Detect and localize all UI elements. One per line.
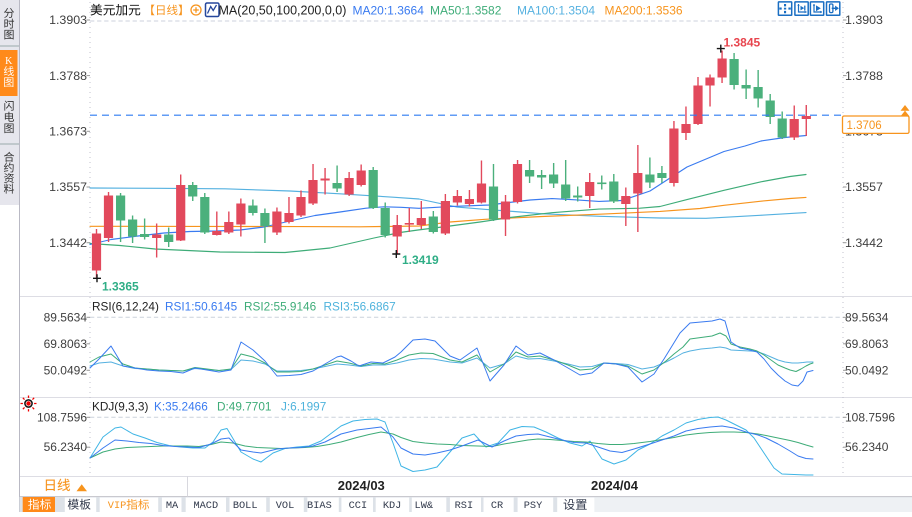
svg-text:50.0492: 50.0492 xyxy=(845,363,889,377)
svg-text:89.5634: 89.5634 xyxy=(44,310,88,324)
svg-text:CCI: CCI xyxy=(349,500,368,512)
svg-text:RSI1:50.6145: RSI1:50.6145 xyxy=(165,299,238,313)
svg-text:1.3442: 1.3442 xyxy=(845,236,883,250)
svg-text:1.3557: 1.3557 xyxy=(845,180,883,194)
svg-text:VOL: VOL xyxy=(276,500,295,512)
svg-text:1.3706: 1.3706 xyxy=(847,120,882,132)
svg-text:69.8063: 69.8063 xyxy=(845,337,889,351)
svg-text:MACD: MACD xyxy=(193,500,218,512)
svg-text:D:49.7701: D:49.7701 xyxy=(217,399,271,413)
svg-text:56.2340: 56.2340 xyxy=(845,440,889,454)
svg-text:MA: MA xyxy=(166,500,179,512)
svg-text:J:6.1997: J:6.1997 xyxy=(281,399,326,413)
svg-text:RSI(6,12,24): RSI(6,12,24) xyxy=(92,299,159,313)
svg-text:MA(20,50,100,200,0,0): MA(20,50,100,200,0,0) xyxy=(219,3,347,17)
svg-text:1.3442: 1.3442 xyxy=(49,236,87,250)
svg-text:CR: CR xyxy=(491,500,503,512)
svg-text:89.5634: 89.5634 xyxy=(845,310,889,324)
svg-text:50.0492: 50.0492 xyxy=(44,363,88,377)
svg-text:RSI3:56.6867: RSI3:56.6867 xyxy=(324,299,396,313)
svg-text:KDJ(9,3,3): KDJ(9,3,3) xyxy=(92,399,148,413)
svg-text:MA200:1.3536: MA200:1.3536 xyxy=(605,3,683,17)
svg-text:MA100:1.3504: MA100:1.3504 xyxy=(517,3,595,17)
svg-text:1.3845: 1.3845 xyxy=(724,36,761,50)
svg-text:VIP: VIP xyxy=(108,500,127,512)
svg-text:56.2340: 56.2340 xyxy=(44,440,88,454)
svg-text:1.3788: 1.3788 xyxy=(845,69,883,83)
svg-text:108.7596: 108.7596 xyxy=(845,410,895,424)
svg-text:MA50:1.3582: MA50:1.3582 xyxy=(430,3,502,17)
svg-text:2024/04: 2024/04 xyxy=(591,478,639,493)
svg-text:K: K xyxy=(5,56,13,67)
svg-text:RSI: RSI xyxy=(455,500,474,512)
svg-text:1.3788: 1.3788 xyxy=(49,69,87,83)
svg-text:BIAS: BIAS xyxy=(307,500,332,512)
svg-text:1.3903: 1.3903 xyxy=(49,13,87,27)
svg-text:1.3365: 1.3365 xyxy=(102,280,139,294)
svg-text:2024/03: 2024/03 xyxy=(338,478,385,493)
svg-text:RSI2:55.9146: RSI2:55.9146 xyxy=(244,299,317,313)
svg-text:1.3673: 1.3673 xyxy=(49,125,87,139)
svg-text:BOLL: BOLL xyxy=(233,500,258,512)
svg-text:69.8063: 69.8063 xyxy=(44,337,88,351)
svg-text:K:35.2466: K:35.2466 xyxy=(154,399,208,413)
svg-text:1.3903: 1.3903 xyxy=(845,13,883,27)
svg-text:1.3419: 1.3419 xyxy=(402,253,439,267)
svg-text:PSY: PSY xyxy=(524,500,543,512)
svg-text:LW&: LW& xyxy=(415,500,434,512)
svg-text:MA20:1.3664: MA20:1.3664 xyxy=(353,3,425,17)
svg-text:KDJ: KDJ xyxy=(383,500,402,512)
svg-text:108.7596: 108.7596 xyxy=(37,410,87,424)
svg-text:1.3557: 1.3557 xyxy=(49,180,87,194)
